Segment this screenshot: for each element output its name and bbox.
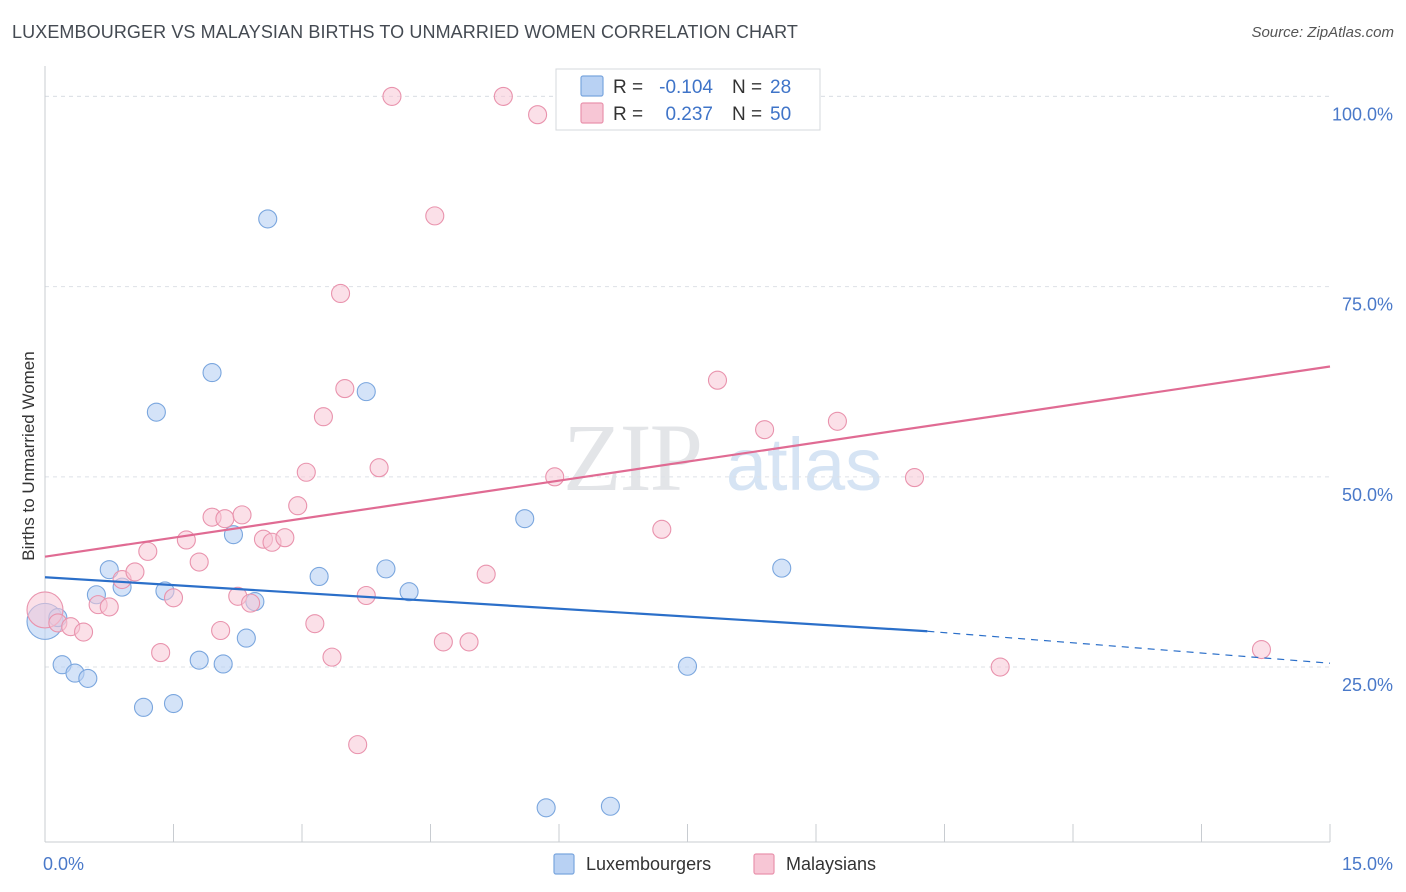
luxembourger-point: [146, 402, 166, 422]
malaysian-point: [215, 509, 235, 529]
malaysian-point: [827, 411, 847, 431]
legend-r-label-mal: R =: [613, 104, 643, 125]
source-credit: Source: ZipAtlas.com: [1251, 24, 1394, 41]
luxembourger-point: [189, 650, 209, 670]
malaysian-point: [322, 647, 342, 667]
y-tick-label: 100.0%: [1332, 104, 1393, 124]
malaysian-point: [99, 597, 119, 617]
malaysian-point: [176, 530, 196, 550]
legend-r-value-lux: -0.104: [659, 77, 713, 98]
malaysian-point: [528, 105, 548, 125]
luxembourger-point: [236, 628, 256, 648]
axes: 25.0% 50.0% 75.0% 100.0% 0.0% 15.0%: [43, 66, 1393, 874]
malaysian-point: [425, 206, 445, 226]
legend-swatch-lux: [580, 75, 604, 97]
series-legend: Luxembourgers Malaysians: [553, 853, 876, 875]
luxembourger-point: [515, 509, 535, 529]
luxembourger-trend-line: [44, 576, 928, 633]
luxembourger-point: [202, 363, 222, 383]
malaysian-point: [275, 528, 295, 548]
malaysian-point: [232, 505, 252, 525]
trend-lines: [44, 365, 1331, 664]
legend-n-label-mal: N =: [732, 104, 762, 125]
luxembourger-point: [376, 559, 396, 579]
malaysian-point: [211, 620, 231, 641]
luxembourger-point: [600, 796, 620, 816]
watermark-zip: ZIP: [563, 404, 701, 511]
luxembourger-point: [99, 560, 119, 580]
malaysian-point: [433, 632, 453, 652]
luxembourger-point: [163, 693, 184, 714]
series-legend-label-lux: Luxembourgers: [586, 854, 711, 874]
luxembourger-points: [26, 209, 792, 818]
chart-title: LUXEMBOURGER VS MALAYSIAN BIRTHS TO UNMA…: [12, 22, 799, 42]
legend-n-label-lux: N =: [732, 77, 762, 98]
malaysian-point: [288, 496, 308, 516]
malaysian-point: [652, 519, 672, 539]
series-legend-swatch-mal: [753, 853, 775, 875]
luxembourger-point: [78, 668, 98, 688]
y-tick-label: 25.0%: [1342, 675, 1393, 695]
malaysian-point: [382, 86, 402, 106]
malaysian-point: [1251, 639, 1272, 660]
y-tick-label: 50.0%: [1342, 485, 1393, 505]
malaysian-point: [74, 622, 94, 642]
malaysian-point: [330, 283, 351, 304]
luxembourger-point: [772, 558, 792, 578]
malaysian-point: [369, 458, 389, 478]
malaysian-point: [163, 588, 184, 608]
luxembourger-point: [399, 582, 419, 602]
luxembourger-point: [258, 209, 278, 229]
malaysian-point: [348, 735, 368, 755]
malaysian-point: [313, 407, 333, 427]
luxembourger-point: [133, 697, 154, 717]
luxembourger-trend-extension: [927, 630, 1331, 664]
malaysian-point: [755, 420, 775, 440]
luxembourger-point: [356, 382, 376, 402]
x-tick-label: 0.0%: [43, 854, 84, 874]
malaysian-point: [125, 562, 145, 582]
series-legend-swatch-lux: [553, 853, 575, 875]
luxembourger-point: [536, 798, 556, 818]
legend-r-label-lux: R =: [613, 77, 643, 98]
legend-swatch-mal: [580, 102, 604, 124]
malaysian-point: [189, 552, 209, 572]
stats-legend: R = -0.104 N = 28 R = 0.237 N = 50: [555, 68, 821, 131]
luxembourger-point: [309, 566, 329, 587]
legend-n-value-lux: 28: [770, 77, 791, 98]
malaysian-point: [138, 541, 158, 561]
luxembourger-point: [677, 656, 698, 676]
y-tick-label: 75.0%: [1342, 295, 1393, 315]
x-tick-label: 15.0%: [1342, 854, 1393, 874]
malaysian-points: [26, 86, 1272, 755]
gridlines: [45, 95, 1330, 668]
malaysian-point: [990, 657, 1010, 677]
y-axis-title: Births to Unmarried Women: [19, 351, 38, 560]
malaysian-point: [707, 370, 728, 390]
series-legend-label-mal: Malaysians: [786, 854, 876, 874]
malaysian-point: [476, 564, 496, 584]
malaysian-point: [459, 632, 479, 652]
malaysian-point: [151, 643, 171, 663]
malaysian-point: [296, 462, 316, 482]
legend-r-value-mal: 0.237: [665, 104, 713, 125]
malaysian-point: [904, 468, 925, 488]
malaysian-point: [335, 379, 355, 399]
malaysian-point: [493, 86, 513, 106]
malaysian-trend-line: [44, 365, 1331, 558]
legend-n-value-mal: 50: [770, 104, 791, 125]
malaysian-point: [305, 614, 325, 634]
luxembourger-point: [213, 654, 233, 674]
malaysian-point: [241, 593, 261, 613]
